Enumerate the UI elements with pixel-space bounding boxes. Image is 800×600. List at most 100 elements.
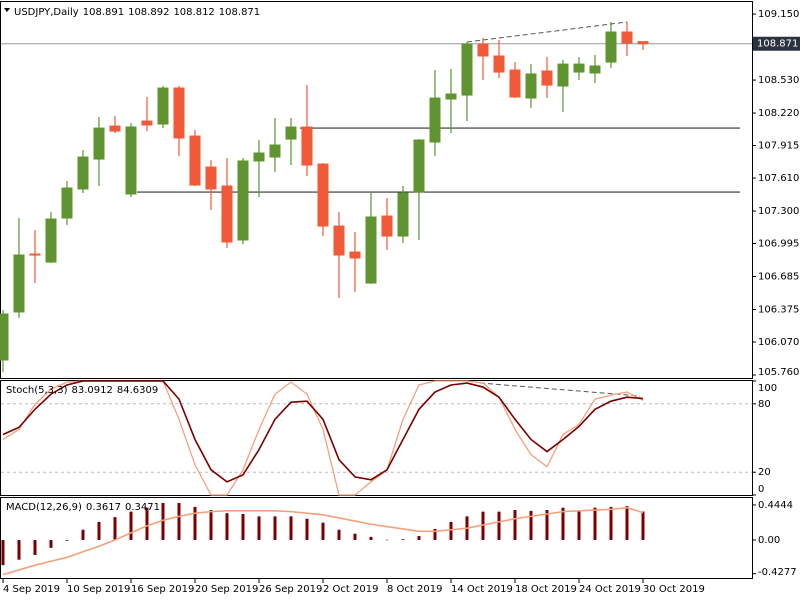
candle-body xyxy=(349,251,361,259)
candle-body xyxy=(253,152,265,162)
histogram-bar xyxy=(257,516,261,540)
title-text: MACD(12,26,9) xyxy=(6,502,82,513)
histogram-bar xyxy=(369,536,373,540)
title-text: USDJPY,Daily xyxy=(14,7,79,18)
candle-body xyxy=(77,156,89,190)
y-tick-label: 107.915 xyxy=(758,141,799,152)
x-tick-label: 8 Oct 2019 xyxy=(387,584,442,595)
y-tick-label: 108.220 xyxy=(758,108,799,119)
x-tick-label: 14 Oct 2019 xyxy=(451,584,513,595)
candle-body xyxy=(477,43,489,57)
x-tick-label: 20 Sep 2019 xyxy=(195,584,258,595)
candle-body xyxy=(333,225,345,256)
x-tick-label: 16 Sep 2019 xyxy=(131,584,194,595)
histogram-bar xyxy=(321,522,325,540)
histogram-bar xyxy=(273,516,277,540)
readout-value: 108.812 xyxy=(173,7,214,18)
histogram-bar xyxy=(65,539,69,541)
histogram-bar xyxy=(49,539,53,548)
histogram-bar xyxy=(625,506,629,540)
histogram-bar xyxy=(129,511,133,540)
histogram-bar xyxy=(545,510,549,540)
candle-body xyxy=(397,192,409,237)
y-tick-label: 0 xyxy=(758,484,764,495)
histogram-bar xyxy=(593,507,597,540)
histogram-bar xyxy=(513,510,517,540)
histogram-bar xyxy=(1,539,5,566)
y-tick-label: -0.4277 xyxy=(758,567,797,578)
macd-panel xyxy=(0,497,753,579)
histogram-bar xyxy=(33,539,37,555)
candle-body xyxy=(301,126,313,166)
candle-body xyxy=(285,126,297,140)
candle-body xyxy=(541,70,553,86)
x-tick-label: 4 Sep 2019 xyxy=(3,584,60,595)
candle-body xyxy=(605,31,617,63)
y-tick-label: 100 xyxy=(758,383,777,394)
readout-value: 83.0912 xyxy=(71,385,112,396)
candle-body xyxy=(93,127,105,160)
candle-body xyxy=(509,69,521,98)
y-tick-label: 105.760 xyxy=(758,367,799,378)
candle-body xyxy=(381,215,393,237)
histogram-bar xyxy=(353,533,357,540)
candle-body xyxy=(109,125,121,132)
histogram-bar xyxy=(241,513,245,540)
readout-value: 108.892 xyxy=(128,7,169,18)
menu-icon[interactable] xyxy=(4,8,10,12)
candle-body xyxy=(445,93,457,100)
candle-body xyxy=(525,73,537,99)
candle-body xyxy=(141,120,153,126)
candle-body xyxy=(237,160,249,241)
histogram-bar xyxy=(401,539,405,540)
y-tick-label: 107.610 xyxy=(758,173,799,184)
candle-body xyxy=(125,126,137,195)
price-panel xyxy=(0,1,753,379)
candle-body xyxy=(461,43,473,96)
y-tick-label: 0.4444 xyxy=(758,500,793,511)
candle-body xyxy=(189,135,201,186)
candle-body xyxy=(173,87,185,139)
histogram-bar xyxy=(145,507,149,540)
x-tick-label: 26 Sep 2019 xyxy=(259,584,322,595)
candle-body xyxy=(221,185,233,243)
candle-body xyxy=(557,63,569,87)
y-tick-label: 106.685 xyxy=(758,272,799,283)
histogram-bar xyxy=(385,539,389,541)
histogram-bar xyxy=(113,517,117,540)
series-line xyxy=(2,506,644,576)
readout-value: 0.3617 xyxy=(86,502,121,513)
histogram-bar xyxy=(177,502,181,540)
histogram-bar xyxy=(449,521,453,540)
histogram-bar xyxy=(289,516,293,540)
candle-body xyxy=(493,55,505,73)
histogram-bar xyxy=(305,518,309,540)
y-tick-label: 106.995 xyxy=(758,239,799,250)
histogram-bar xyxy=(529,510,533,540)
histogram-bar xyxy=(433,528,437,540)
candle-body xyxy=(29,253,41,256)
candle-body xyxy=(429,97,441,143)
candle-body xyxy=(413,139,425,193)
x-tick-label: 30 Oct 2019 xyxy=(643,584,705,595)
histogram-bar xyxy=(225,513,229,540)
title-text: Stoch(5,3,3) xyxy=(6,385,68,396)
readout-value: 0.3471 xyxy=(125,502,160,513)
histogram-bar xyxy=(561,507,565,540)
x-tick-label: 10 Sep 2019 xyxy=(67,584,130,595)
candle-body xyxy=(637,41,649,45)
candle-body xyxy=(621,31,633,44)
x-tick-label: 24 Oct 2019 xyxy=(579,584,641,595)
candle-body xyxy=(589,65,601,74)
readout-value: 108.891 xyxy=(83,7,124,18)
y-tick-label: 106.375 xyxy=(758,305,799,316)
candle-body xyxy=(13,254,25,313)
price-box xyxy=(753,36,800,51)
x-tick-label: 18 Oct 2019 xyxy=(515,584,577,595)
y-tick-label: 109.150 xyxy=(758,9,799,20)
y-tick-label: 80 xyxy=(758,399,771,410)
candle-body xyxy=(269,144,281,158)
